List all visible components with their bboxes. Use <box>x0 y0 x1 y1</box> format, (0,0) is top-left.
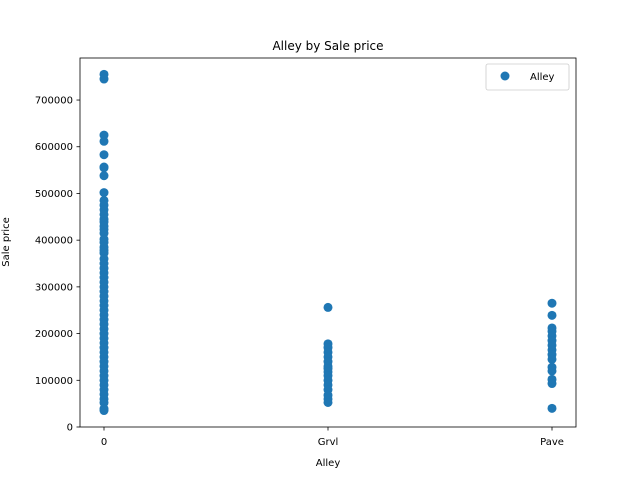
data-point <box>323 397 333 407</box>
plot-frame <box>79 57 577 428</box>
data-point <box>99 130 109 140</box>
x-tick-label: Grvl <box>318 437 339 448</box>
data-points <box>99 69 557 416</box>
data-point <box>99 136 109 146</box>
data-point <box>99 150 109 160</box>
y-tick-label: 400000 <box>35 236 73 247</box>
y-tick-label: 200000 <box>35 329 73 340</box>
y-tick-label: 300000 <box>35 282 73 293</box>
y-tick-label: 500000 <box>35 189 73 200</box>
x-axis-title: Alley <box>316 458 341 469</box>
x-tick-label: Pave <box>540 437 564 448</box>
data-point <box>547 298 557 308</box>
data-point <box>547 366 557 376</box>
y-axis: 0 100000 200000 300000 400000 500000 600000 700… <box>35 96 80 434</box>
chart-title: Alley by Sale price <box>272 39 383 53</box>
data-point <box>547 403 557 413</box>
y-tick-label: 100000 <box>35 376 73 387</box>
y-tick-label: 0 <box>67 423 73 434</box>
data-point <box>547 310 557 320</box>
y-axis-title: Sale price <box>1 217 12 266</box>
data-point <box>547 354 557 364</box>
y-tick-label: 600000 <box>35 142 73 153</box>
legend-box <box>485 63 570 91</box>
data-point <box>99 171 109 181</box>
legend: Alley <box>485 63 570 91</box>
data-point <box>99 188 109 198</box>
legend-label: Alley <box>530 72 555 83</box>
data-point <box>99 406 109 416</box>
data-point <box>547 379 557 389</box>
x-tick-label: 0 <box>101 437 107 448</box>
data-point <box>99 74 109 84</box>
legend-marker <box>500 71 510 81</box>
y-tick-label: 700000 <box>35 96 73 107</box>
data-point <box>323 302 333 312</box>
data-point <box>99 163 109 173</box>
x-axis: 0 Grvl Pave <box>101 427 564 448</box>
